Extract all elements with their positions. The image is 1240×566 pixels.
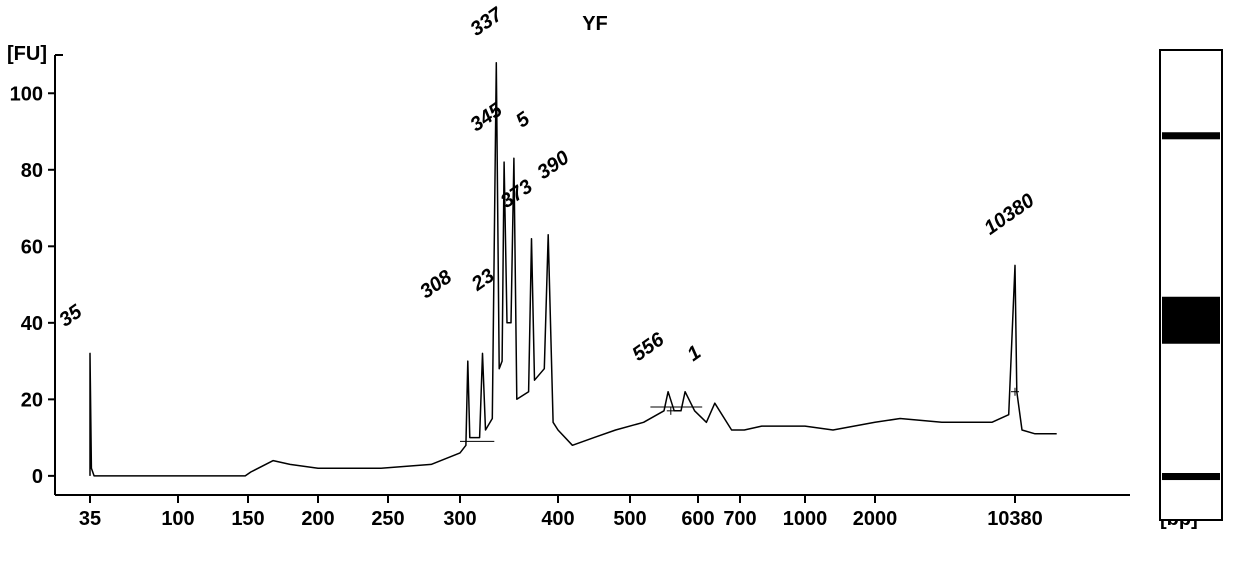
peak-label: 10380 (980, 190, 1038, 240)
peak-label: 5 (512, 107, 534, 132)
x-tick-label: 150 (231, 508, 264, 530)
peak-label: 373 (497, 176, 537, 213)
x-tick-label: 300 (443, 508, 476, 530)
x-tick-label: 10380 (987, 508, 1043, 530)
peak-label: 1 (683, 341, 705, 365)
y-tick-label: 100 (10, 83, 43, 105)
y-tick-label: 60 (21, 236, 43, 258)
chart-title: YF (582, 13, 608, 35)
x-tick-label: 200 (301, 508, 334, 530)
x-tick-label: 100 (161, 508, 194, 530)
y-tick-label: 20 (21, 389, 43, 411)
peak-label: 308 (416, 266, 457, 304)
peak-label: 337 (467, 3, 508, 41)
x-tick-label: 600 (681, 508, 714, 530)
y-tick-label: 40 (21, 313, 43, 335)
gel-lane (1160, 50, 1222, 520)
gel-band (1162, 132, 1220, 139)
peak-label: 556 (628, 328, 669, 366)
electropherogram-figure: YF 0 20 40 60 80 100 [FU] 35 100 150 200 250 300 400 50… (0, 0, 1240, 566)
x-tick-label: 2000 (853, 508, 898, 530)
x-tick-label: 500 (613, 508, 646, 530)
electropherogram-trace (90, 63, 1057, 476)
y-tick-label: 0 (32, 466, 43, 488)
gel-band (1162, 473, 1220, 480)
peak-label: 345 (466, 99, 507, 137)
x-tick-label: 250 (371, 508, 404, 530)
x-tick-label: 400 (541, 508, 574, 530)
peak-label: 35 (55, 300, 87, 331)
y-axis-label: [FU] (7, 43, 47, 65)
peak-label: 390 (533, 147, 573, 184)
y-tick-label: 80 (21, 160, 43, 182)
x-tick-label: 700 (723, 508, 756, 530)
x-tick-label: 1000 (783, 508, 828, 530)
x-tick-label: 35 (79, 508, 101, 530)
gel-band (1162, 297, 1220, 344)
